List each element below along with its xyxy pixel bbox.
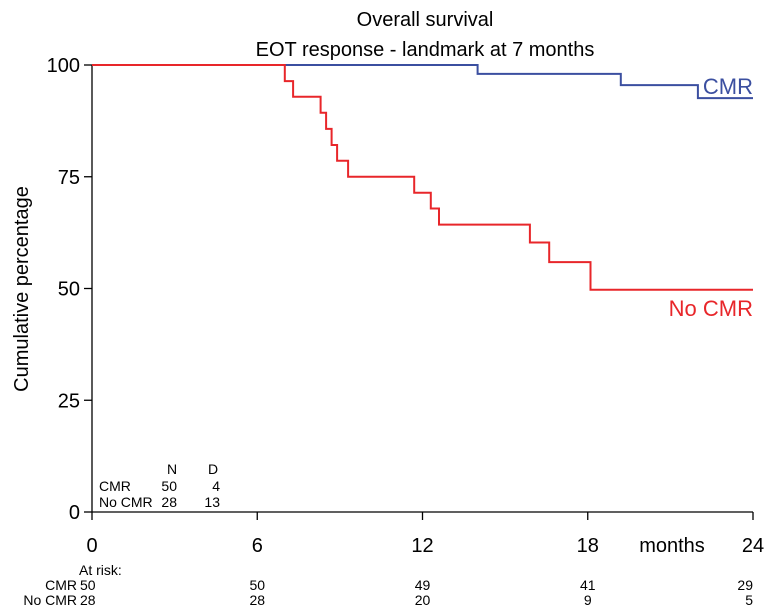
x-tick-label-1: 6 [252,535,263,557]
series-labels: CMR No CMR [669,74,753,321]
at-risk-value-0-2: 49 [415,577,431,593]
series-layer [92,64,753,291]
at-risk-value-1-3: 9 [584,592,592,608]
at-risk-value-1-1: 28 [249,592,265,608]
y-tick-label-2: 50 [58,279,80,301]
at-risk-value-0-3: 41 [580,577,596,593]
series-label-1: No CMR [669,296,753,321]
x-tick-label-3: 18 [577,535,599,557]
x-tick-label-4: 24 [742,535,764,557]
x-axis-label: months [639,535,705,557]
summary-row-d-1: 13 [204,494,220,510]
x-tick-label-2: 12 [411,535,433,557]
at-risk-row-label-1: No CMR [23,592,77,608]
at-risk-title: At risk: [79,562,122,578]
chart-subtitle: EOT response - landmark at 7 months [256,39,595,61]
summary-header-d: D [208,461,218,477]
y-axis-label: Cumulative percentage [11,186,33,392]
chart-title: Overall survival [357,9,494,31]
summary-row-n-1: 28 [161,494,177,510]
axes: 0 25 50 75 100 0 6 12 18 24 [47,55,764,557]
at-risk-value-0-4: 29 [737,577,753,593]
y-tick-label-4: 100 [47,55,80,77]
summary-row-d-0: 4 [212,478,220,494]
at-risk-value-1-0: 28 [80,592,96,608]
y-tick-label-3: 75 [58,167,80,189]
summary-table: N D CMR 50 4 No CMR 28 13 [99,461,220,510]
series-line-1 [92,64,753,291]
summary-row-n-0: 50 [161,478,177,494]
at-risk-row-label-0: CMR [45,577,77,593]
summary-row-label-1: No CMR [99,494,153,510]
y-tick-label-0: 0 [69,502,80,524]
summary-row-label-0: CMR [99,478,131,494]
y-tick-label-1: 25 [58,390,80,412]
x-tick-label-0: 0 [86,535,97,557]
at-risk-value-0-0: 50 [80,577,96,593]
at-risk-value-0-1: 50 [249,577,265,593]
summary-header-n: N [167,461,177,477]
at-risk-value-1-2: 20 [415,592,431,608]
at-risk-value-1-4: 5 [745,592,753,608]
series-line-0 [92,64,753,100]
series-label-0: CMR [703,74,753,99]
